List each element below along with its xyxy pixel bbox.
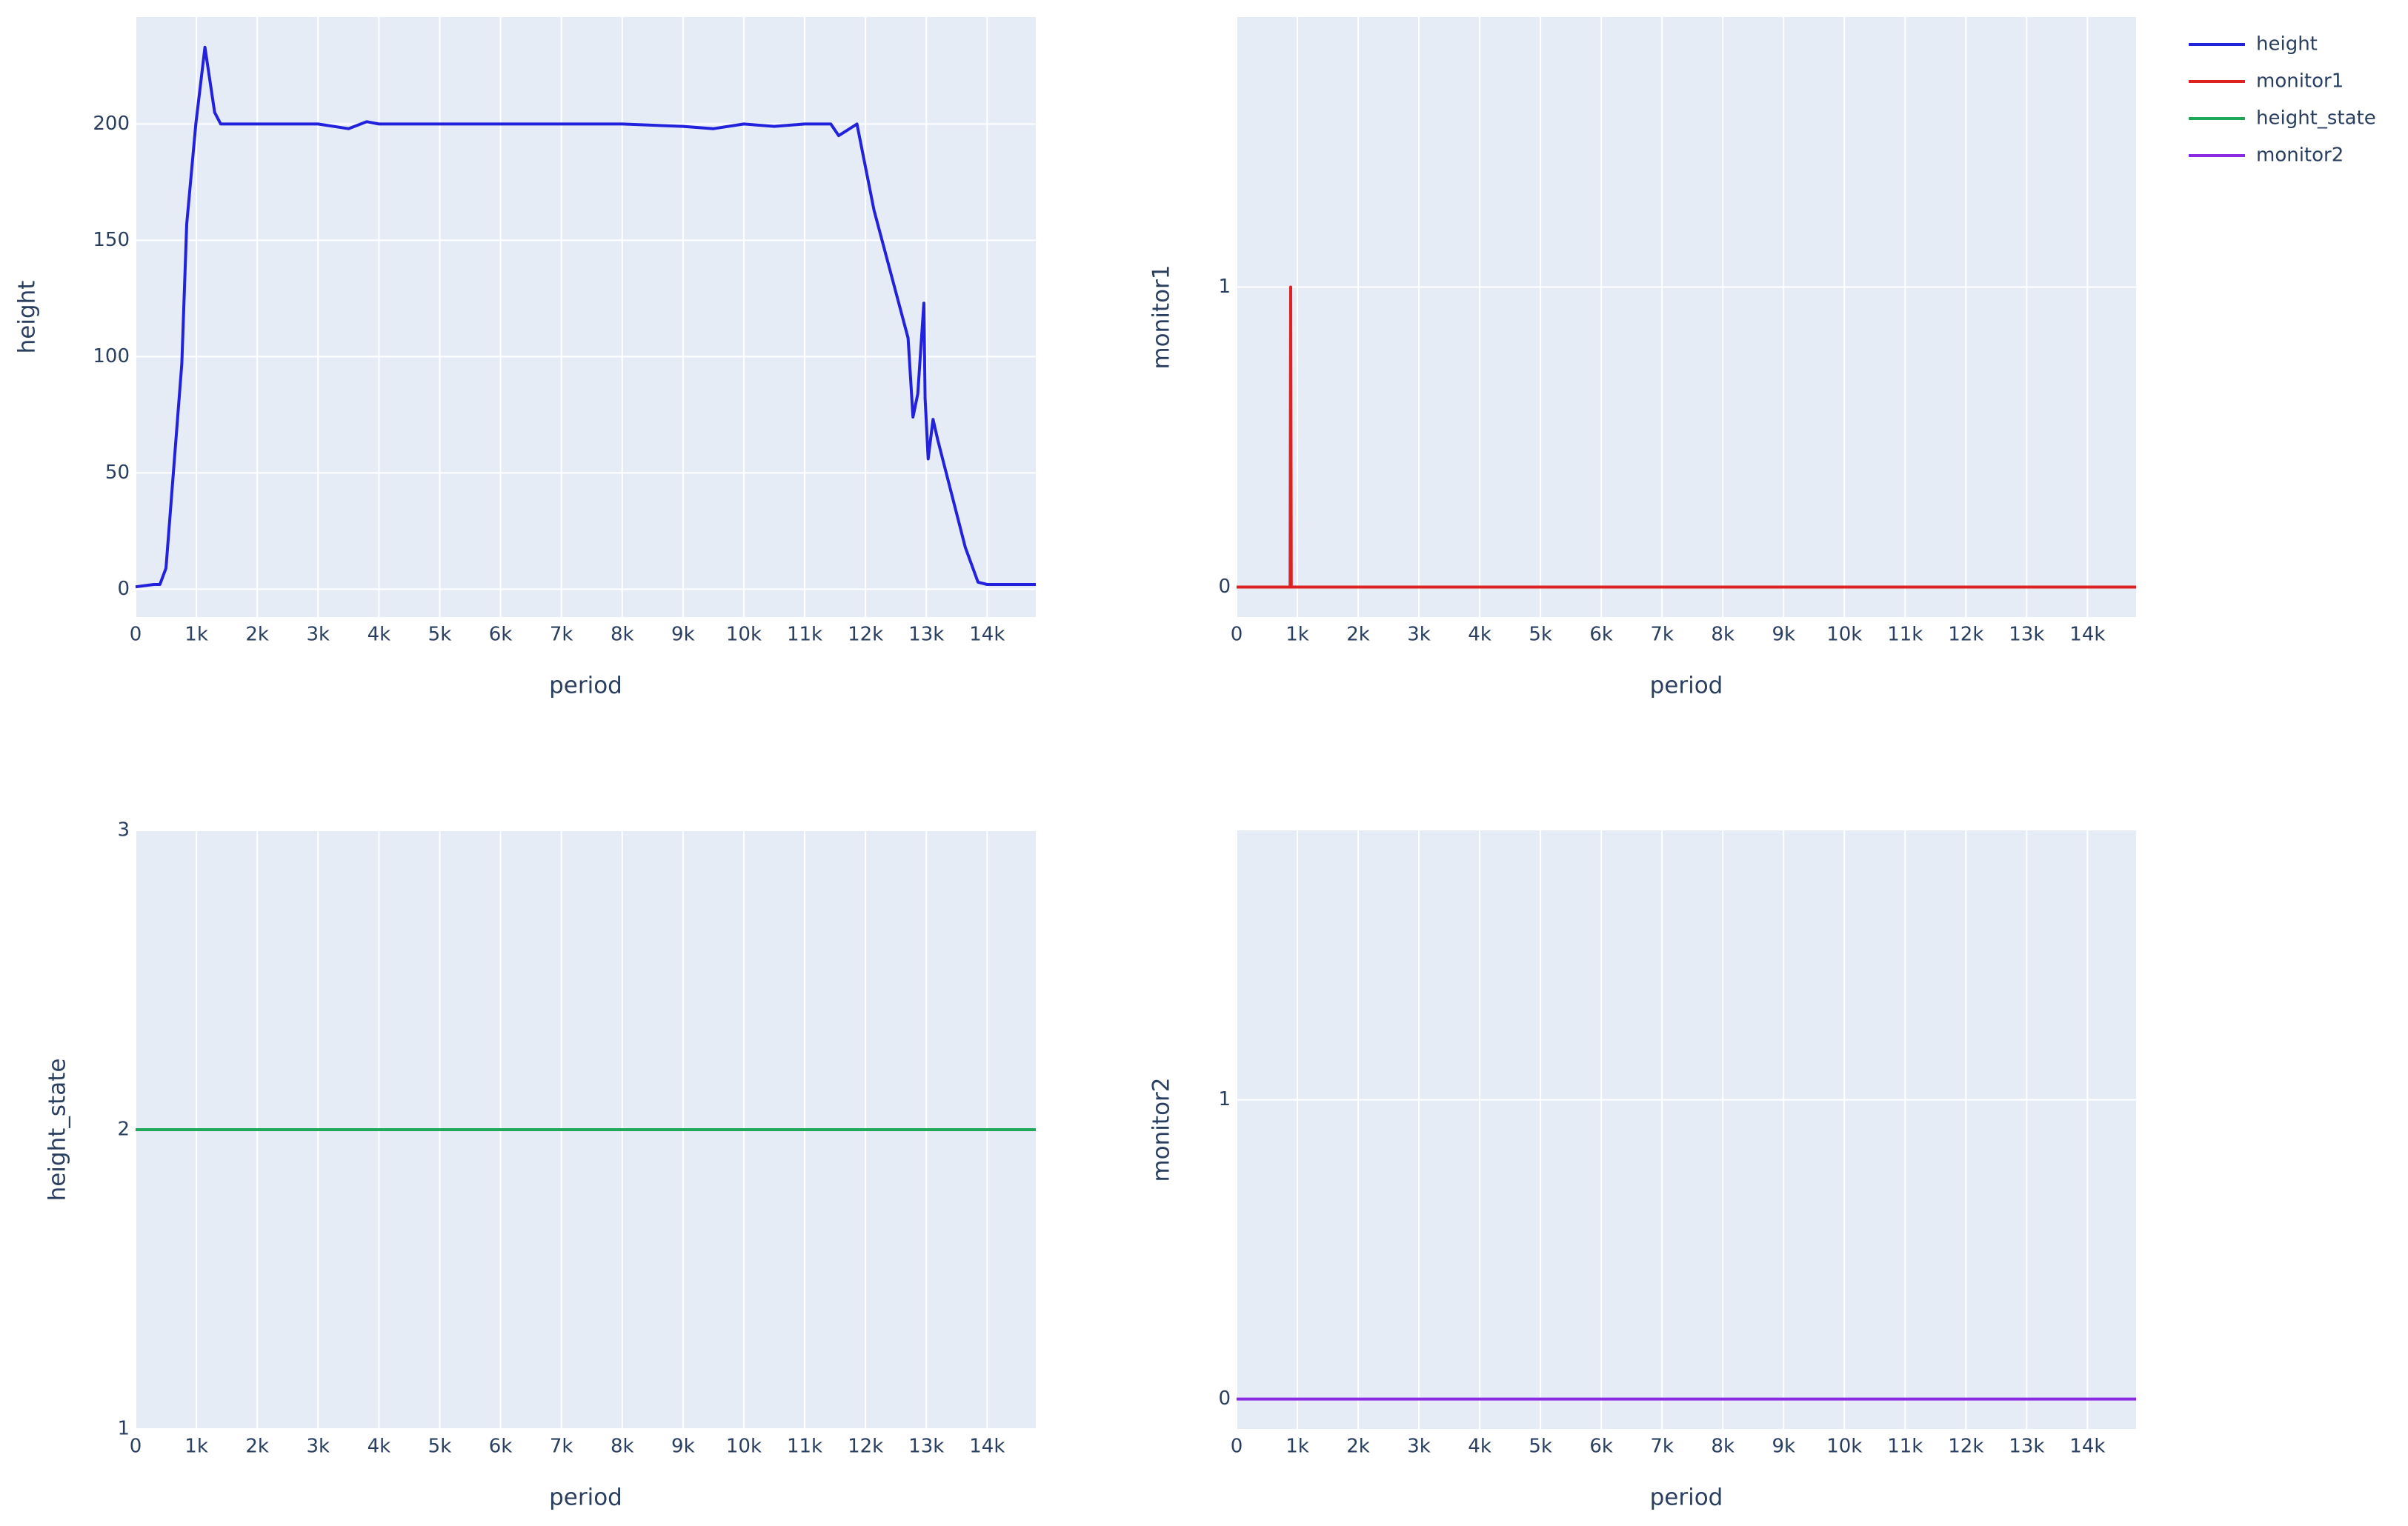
x-tick-label: 6k [1589, 624, 1613, 646]
plot-area [136, 17, 1036, 617]
x-tick-label: 2k [245, 1436, 269, 1458]
y-tick-label: 2 [117, 1119, 130, 1141]
x-tick-label: 0 [1231, 624, 1243, 646]
y-tick-label: 200 [93, 113, 130, 135]
y-axis-title: monitor1 [1148, 264, 1175, 369]
x-tick-label: 5k [1529, 1436, 1552, 1458]
x-tick-label: 6k [489, 1436, 513, 1458]
x-axis-title: period [1650, 1485, 1723, 1511]
x-tick-label: 0 [1231, 1436, 1243, 1458]
x-tick-label: 7k [550, 1436, 573, 1458]
x-tick-label: 10k [1826, 624, 1862, 646]
x-tick-label: 3k [1407, 624, 1431, 646]
y-tick-label: 0 [1218, 1387, 1231, 1410]
x-tick-label: 11k [787, 1436, 822, 1458]
x-tick-label: 12k [1948, 1436, 1983, 1458]
x-tick-label: 7k [550, 624, 573, 646]
x-tick-label: 2k [1346, 1436, 1370, 1458]
x-tick-label: 1k [1286, 624, 1309, 646]
x-tick-label: 10k [726, 624, 762, 646]
x-tick-label: 11k [1887, 624, 1923, 646]
x-tick-label: 8k [611, 1436, 634, 1458]
x-tick-label: 9k [1772, 624, 1795, 646]
series-line [1237, 285, 2136, 589]
x-tick-label: 3k [306, 624, 330, 646]
x-tick-label: 4k [1468, 624, 1491, 646]
x-tick-label: 1k [184, 1436, 208, 1458]
x-tick-label: 11k [787, 624, 822, 646]
x-axis-title: period [549, 673, 622, 699]
x-tick-label: 14k [969, 624, 1005, 646]
x-tick-label: 12k [848, 624, 883, 646]
x-tick-label: 1k [1286, 1436, 1309, 1458]
x-tick-label: 0 [130, 1436, 142, 1458]
x-tick-label: 10k [726, 1436, 762, 1458]
series-line [135, 45, 1036, 589]
x-tick-label: 12k [1948, 624, 1983, 646]
y-tick-label: 100 [93, 345, 130, 367]
x-tick-label: 10k [1826, 1436, 1862, 1458]
x-tick-label: 14k [2069, 1436, 2105, 1458]
x-tick-label: 8k [1711, 1436, 1735, 1458]
x-tick-label: 14k [2069, 624, 2105, 646]
y-tick-label: 3 [117, 819, 130, 842]
x-tick-label: 9k [1772, 1436, 1795, 1458]
y-tick-label: 0 [1218, 576, 1231, 598]
x-tick-label: 0 [130, 624, 142, 646]
x-tick-label: 6k [489, 624, 513, 646]
x-tick-label: 6k [1589, 1436, 1613, 1458]
legend-label: monitor2 [2256, 144, 2344, 167]
x-tick-label: 11k [1887, 1436, 1923, 1458]
x-tick-label: 9k [671, 624, 695, 646]
x-tick-label: 13k [908, 1436, 944, 1458]
x-tick-label: 7k [1650, 624, 1674, 646]
x-tick-label: 1k [184, 624, 208, 646]
legend-label: height_state [2256, 107, 2376, 130]
y-tick-label: 0 [117, 578, 130, 600]
x-tick-label: 7k [1650, 1436, 1674, 1458]
y-axis-title: height [14, 281, 41, 354]
x-axis-title: period [1650, 673, 1723, 699]
y-tick-label: 150 [93, 229, 130, 251]
y-tick-label: 1 [1218, 1088, 1231, 1110]
x-tick-label: 5k [428, 624, 452, 646]
legend-label: monitor1 [2256, 70, 2344, 93]
x-axis-title: period [549, 1485, 622, 1511]
x-tick-label: 9k [671, 1436, 695, 1458]
plot-area [1237, 17, 2136, 617]
x-tick-label: 8k [1711, 624, 1735, 646]
x-tick-label: 8k [611, 624, 634, 646]
legend-label: height [2256, 33, 2318, 56]
x-tick-label: 13k [2009, 624, 2044, 646]
x-tick-label: 4k [1468, 1436, 1491, 1458]
x-tick-label: 3k [1407, 1436, 1431, 1458]
x-tick-label: 2k [1346, 624, 1370, 646]
y-tick-label: 1 [1218, 276, 1231, 298]
y-tick-label: 1 [117, 1418, 130, 1440]
x-tick-label: 5k [428, 1436, 452, 1458]
plot-area [1237, 830, 2136, 1429]
x-tick-label: 2k [245, 624, 269, 646]
x-tick-label: 13k [2009, 1436, 2044, 1458]
x-tick-label: 3k [306, 1436, 330, 1458]
x-tick-label: 4k [367, 1436, 391, 1458]
y-tick-label: 50 [105, 462, 130, 484]
y-axis-title: height_state [44, 1059, 71, 1202]
x-tick-label: 5k [1529, 624, 1552, 646]
x-tick-label: 12k [848, 1436, 883, 1458]
x-tick-label: 4k [367, 624, 391, 646]
x-tick-label: 14k [969, 1436, 1005, 1458]
y-axis-title: monitor2 [1148, 1077, 1175, 1182]
x-tick-label: 13k [908, 624, 944, 646]
